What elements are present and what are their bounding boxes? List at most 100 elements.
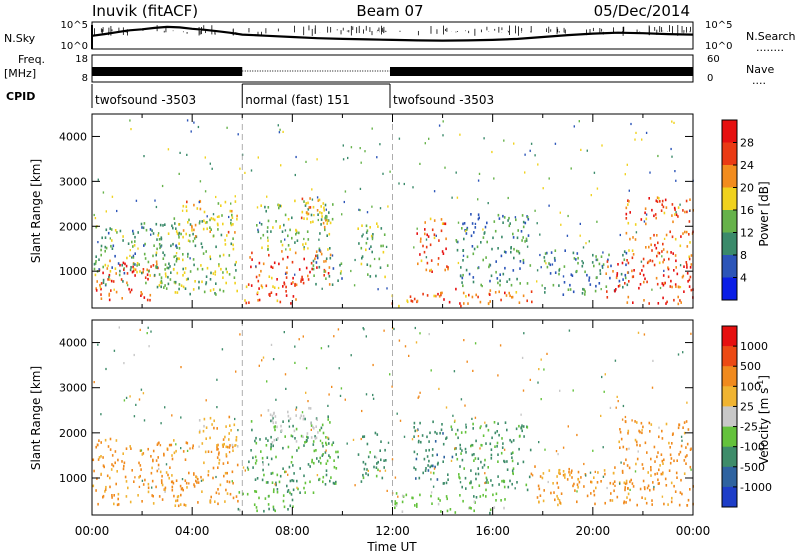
range-cell	[511, 456, 513, 459]
range-cell	[375, 474, 378, 478]
range-cell	[377, 225, 379, 228]
range-cell	[231, 470, 234, 474]
range-cell	[166, 448, 169, 451]
range-cell	[294, 199, 296, 203]
range-cell	[677, 426, 680, 430]
range-cell	[172, 226, 174, 230]
range-cell	[428, 459, 430, 463]
range-cell	[307, 463, 310, 466]
range-cell	[169, 278, 172, 281]
range-cell	[360, 262, 363, 266]
range-cell	[332, 267, 335, 270]
range-cell	[155, 265, 157, 269]
range-cell	[594, 502, 596, 506]
range-cell	[521, 429, 523, 433]
range-cell	[212, 466, 215, 470]
range-cell	[335, 480, 337, 484]
range-cell	[442, 120, 444, 123]
range-cell	[322, 431, 325, 435]
range-cell	[487, 302, 490, 305]
range-cell	[510, 250, 512, 254]
range-cell	[304, 441, 306, 444]
range-cell	[331, 217, 334, 221]
range-cell	[413, 246, 415, 249]
range-cell	[292, 281, 294, 284]
colorbar-tick-label: 500	[740, 360, 761, 373]
range-cell	[162, 224, 164, 227]
range-cell	[375, 274, 377, 278]
range-cell	[297, 446, 300, 450]
range-cell	[550, 251, 553, 254]
range-cell	[239, 167, 241, 170]
range-cell	[626, 301, 629, 304]
range-cell	[466, 255, 469, 259]
colorbar-tick-label: -1000	[740, 481, 772, 494]
range-cell	[461, 458, 464, 462]
range-cell	[430, 268, 432, 271]
range-cell	[93, 262, 96, 266]
range-cell	[290, 282, 293, 285]
range-cell	[469, 481, 471, 485]
range-cell	[663, 458, 665, 462]
power-frame	[91, 113, 694, 309]
range-cell	[558, 284, 560, 287]
range-cell	[473, 247, 476, 251]
range-cell	[621, 261, 624, 265]
range-cell	[500, 254, 503, 258]
range-cell	[282, 257, 284, 261]
range-cell	[189, 292, 191, 296]
range-cell	[585, 474, 587, 477]
range-cell	[538, 487, 541, 491]
range-cell	[411, 496, 413, 500]
range-cell	[657, 302, 660, 305]
range-cell	[115, 272, 117, 275]
range-cell	[328, 232, 331, 236]
range-cell	[543, 368, 545, 371]
range-cell	[215, 475, 217, 479]
range-cell	[325, 257, 328, 260]
range-cell	[295, 283, 298, 287]
range-cell	[192, 232, 194, 236]
range-cell	[460, 304, 462, 308]
range-cell	[430, 259, 433, 262]
range-cell	[331, 283, 334, 286]
range-cell	[205, 437, 207, 440]
range-cell	[656, 472, 659, 475]
range-cell	[139, 464, 142, 467]
range-cell	[562, 473, 565, 477]
range-cell	[618, 440, 620, 444]
range-cell	[231, 213, 233, 217]
range-cell	[151, 229, 153, 232]
range-cell	[315, 282, 317, 286]
range-cell	[130, 447, 132, 450]
range-cell	[462, 284, 464, 288]
range-cell	[262, 356, 265, 359]
range-cell	[102, 265, 104, 269]
range-cell	[347, 156, 349, 160]
range-cell	[426, 261, 429, 265]
range-cell	[606, 486, 608, 490]
range-cell	[176, 246, 178, 249]
range-cell	[316, 158, 318, 161]
range-cell	[425, 467, 427, 470]
range-cell	[415, 457, 418, 461]
range-cell	[134, 268, 137, 271]
range-cell	[634, 223, 637, 226]
range-cell	[671, 285, 673, 289]
range-cell	[353, 284, 356, 287]
velocity-colorbar-label-sup: -1	[756, 380, 765, 388]
range-cell	[493, 177, 495, 180]
range-cell	[454, 511, 457, 514]
range-cell	[340, 387, 343, 390]
range-cell	[542, 472, 545, 475]
range-cell	[416, 232, 418, 235]
range-cell	[688, 220, 691, 223]
range-cell	[132, 229, 134, 233]
range-cell	[522, 460, 525, 464]
range-cell	[313, 461, 315, 465]
range-cell	[465, 451, 467, 454]
range-cell	[222, 289, 225, 293]
range-cell	[171, 414, 173, 417]
range-cell	[379, 143, 381, 146]
range-cell	[616, 272, 619, 275]
